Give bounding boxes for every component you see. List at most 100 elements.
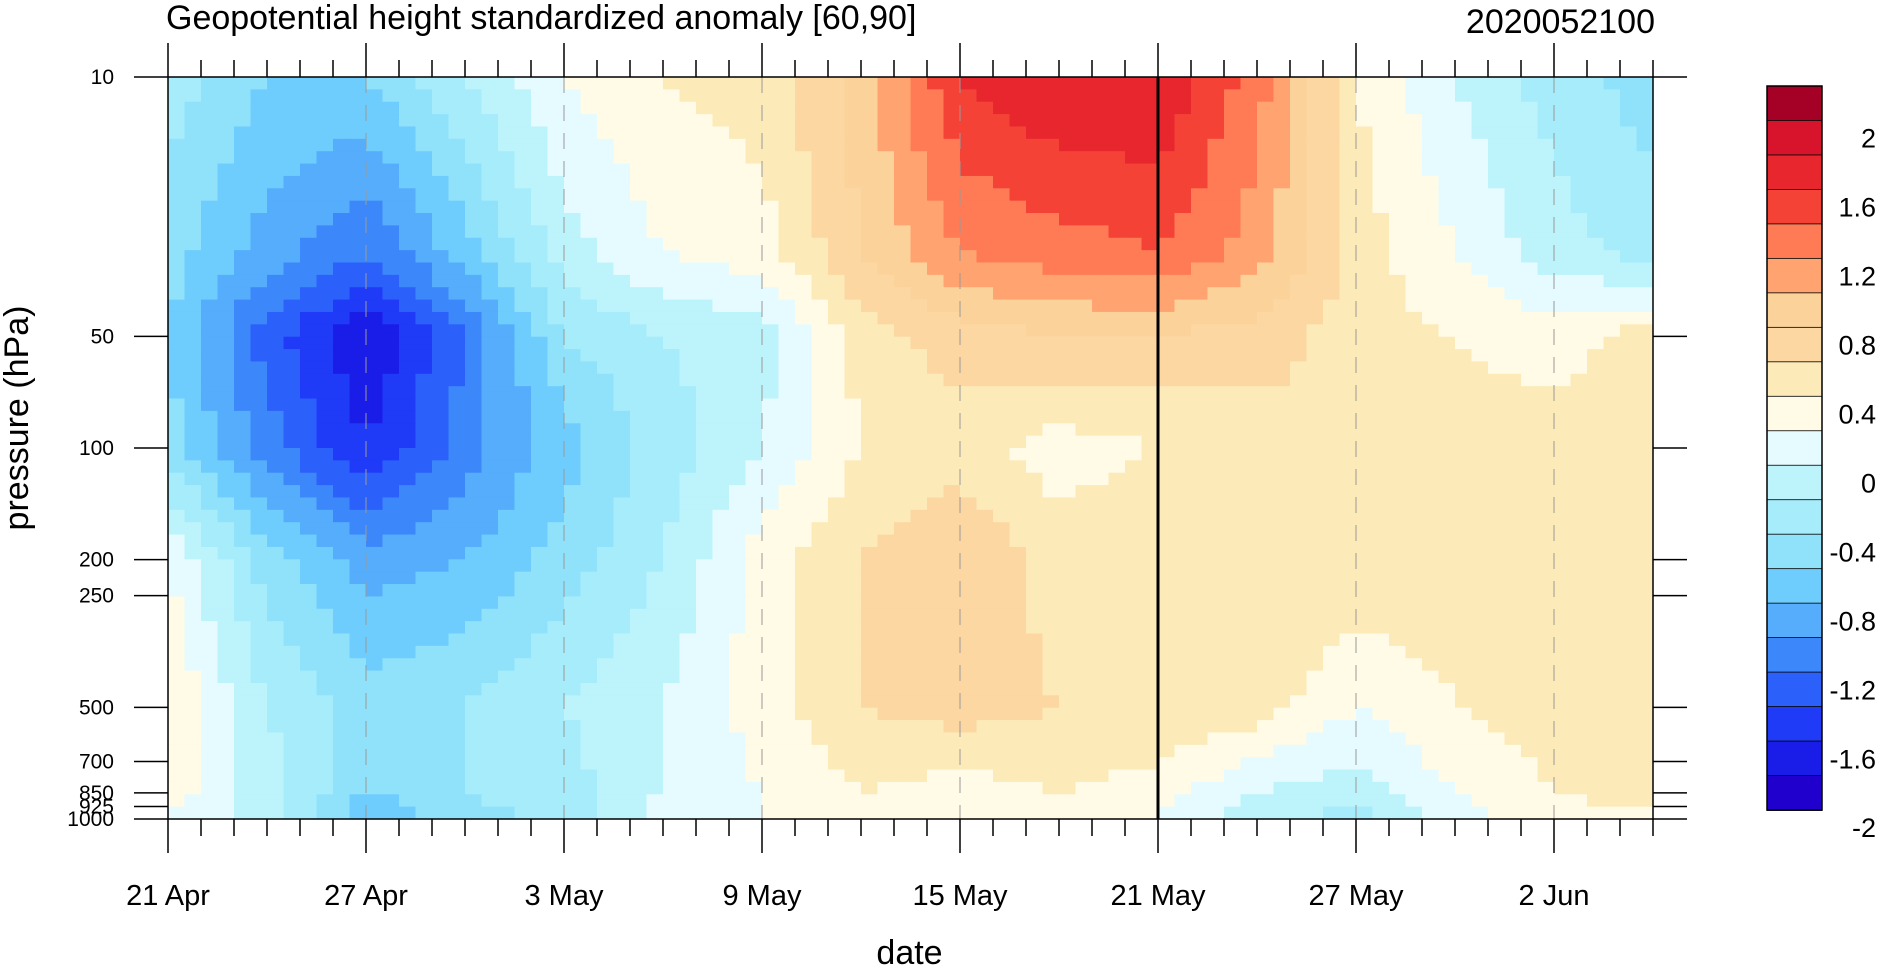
contour-cell (1075, 485, 1093, 499)
contour-cell (1273, 299, 1291, 313)
contour-cell (910, 188, 928, 202)
contour-cell (927, 349, 945, 363)
contour-cell (1224, 77, 1242, 90)
contour-cell (910, 262, 928, 276)
contour-cell (1125, 200, 1143, 214)
contour-cell (514, 200, 532, 214)
contour-cell (250, 559, 268, 573)
contour-cell (976, 89, 994, 103)
contour-cell (1587, 373, 1605, 387)
contour-cell (201, 163, 219, 177)
contour-cell (217, 720, 235, 734)
contour-cell (1405, 398, 1423, 412)
contour-cell (745, 101, 763, 115)
contour-cell (1273, 645, 1291, 659)
contour-cell (1042, 695, 1060, 709)
contour-cell (382, 546, 400, 560)
contour-cell (910, 757, 928, 771)
contour-cell (877, 621, 895, 635)
contour-cell (960, 114, 978, 128)
contour-cell (1537, 299, 1555, 313)
contour-cell (729, 126, 747, 140)
contour-cell (646, 336, 664, 350)
contour-cell (448, 546, 466, 560)
contour-cell (531, 336, 549, 350)
contour-cell (828, 621, 846, 635)
contour-cell (1554, 373, 1572, 387)
contour-cell (547, 596, 565, 610)
contour-cell (894, 274, 912, 288)
contour-cell (1620, 546, 1638, 560)
contour-cell (1636, 744, 1653, 758)
contour-cell (564, 262, 582, 276)
contour-cell (1570, 423, 1588, 437)
contour-cell (663, 720, 681, 734)
contour-cell (184, 448, 202, 461)
contour-cell (481, 349, 499, 363)
contour-cell (1422, 324, 1440, 338)
contour-cell (250, 311, 268, 325)
contour-cell (1323, 670, 1341, 684)
contour-cell (1108, 361, 1126, 375)
contour-cell (597, 546, 615, 560)
contour-cell (1389, 151, 1407, 165)
contour-cell (1306, 114, 1324, 128)
contour-cell (547, 398, 565, 412)
contour-cell (1603, 126, 1621, 140)
contour-cell (1174, 175, 1192, 189)
contour-cell (1455, 324, 1473, 338)
contour-cell (910, 213, 928, 226)
contour-cell (894, 188, 912, 202)
contour-cell (976, 299, 994, 313)
contour-cell (316, 744, 334, 758)
contour-cell (580, 250, 598, 264)
contour-cell (630, 274, 648, 288)
contour-cell (1587, 237, 1605, 251)
contour-cell (399, 213, 417, 226)
contour-cell (333, 138, 351, 152)
contour-cell (333, 695, 351, 709)
contour-cell (1587, 682, 1605, 696)
contour-cell (465, 299, 483, 313)
contour-cell (465, 163, 483, 177)
contour-cell (828, 398, 846, 412)
contour-cell (250, 707, 268, 721)
contour-cell (894, 101, 912, 115)
contour-cell (1059, 485, 1077, 499)
contour-cell (861, 423, 879, 437)
contour-cell (646, 200, 664, 214)
contour-cell (333, 497, 351, 511)
contour-cell (1554, 237, 1572, 251)
contour-cell (663, 200, 681, 214)
contour-cell (1504, 435, 1522, 449)
contour-cell (1059, 658, 1077, 672)
contour-cell (1323, 707, 1341, 721)
contour-cell (696, 386, 714, 400)
contour-cell (217, 534, 235, 548)
contour-cell (1026, 213, 1044, 226)
contour-cell (498, 274, 516, 288)
contour-cell (382, 324, 400, 338)
contour-cell (1570, 324, 1588, 338)
contour-cell (531, 250, 549, 264)
contour-cell (382, 423, 400, 437)
contour-cell (300, 435, 318, 449)
contour-cell (712, 732, 730, 746)
contour-cell (465, 608, 483, 622)
contour-cell (1537, 373, 1555, 387)
contour-cell (283, 114, 301, 128)
contour-cell (1438, 151, 1456, 165)
contour-cell (1636, 633, 1653, 647)
contour-cell (1009, 114, 1027, 128)
contour-cell (217, 398, 235, 412)
contour-cell (250, 299, 268, 313)
contour-cell (993, 460, 1011, 474)
contour-cell (465, 138, 483, 152)
contour-cell (1207, 732, 1225, 746)
contour-cell (1224, 287, 1242, 301)
contour-cell (1306, 361, 1324, 375)
contour-cell (1158, 250, 1176, 264)
contour-cell (1455, 213, 1473, 226)
contour-cell (547, 534, 565, 548)
contour-cell (349, 460, 367, 474)
